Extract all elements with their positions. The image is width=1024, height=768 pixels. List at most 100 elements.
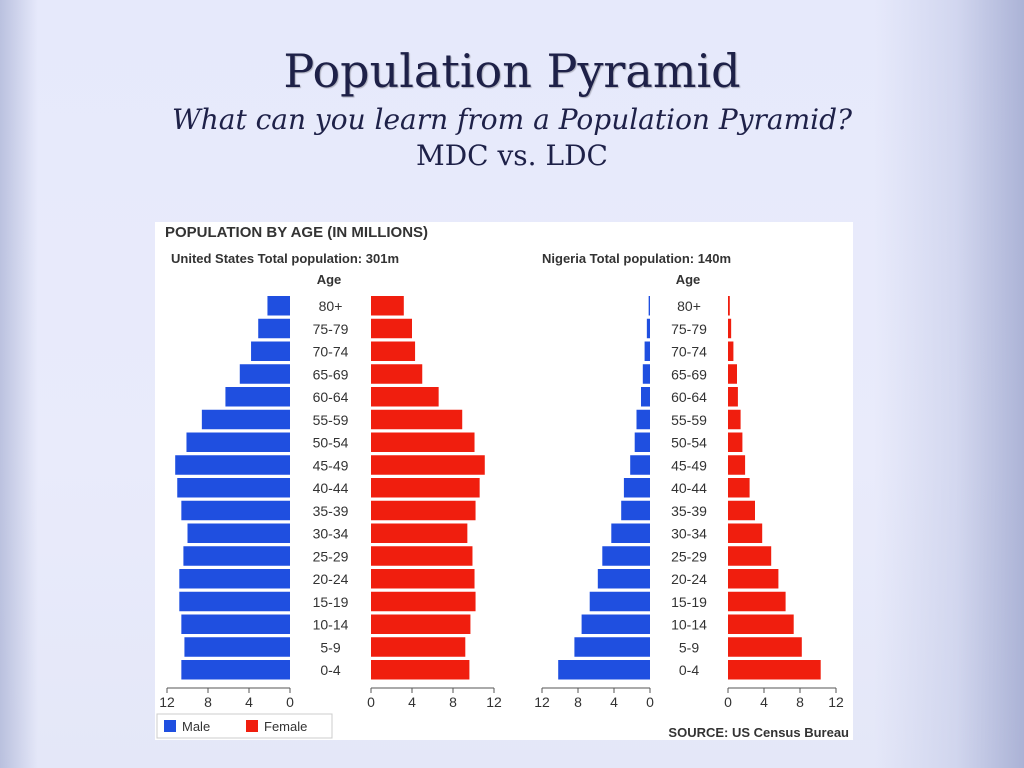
- nigeria-male-bar-35-39: [621, 500, 650, 521]
- nigeria-age-label-50-54: 50-54: [671, 435, 707, 451]
- nigeria-male-tick-label-8: 8: [574, 694, 582, 710]
- us-female-bar-35-39: [371, 500, 476, 521]
- us-male-bar-5-9: [184, 637, 290, 657]
- nigeria-female-bar-20-24: [728, 569, 779, 589]
- nigeria-age-label-65-69: 65-69: [671, 366, 707, 382]
- us-female-bar-30-34: [371, 523, 468, 543]
- nigeria-male-tick-label-12: 12: [534, 694, 550, 710]
- nigeria-female-bar-75-79: [728, 318, 732, 339]
- nigeria-female-bar-65-69: [728, 364, 737, 384]
- nigeria-male-bar-10-14: [581, 614, 650, 634]
- us-age-label-25-29: 25-29: [313, 548, 349, 564]
- us-female-bar-20-24: [371, 569, 475, 589]
- us-female-bar-40-44: [371, 478, 480, 498]
- nigeria-male-bar-40-44: [623, 478, 650, 498]
- nigeria-age-label-70-74: 70-74: [671, 344, 707, 360]
- us-age-label-0-4: 0-4: [320, 662, 340, 678]
- nigeria-male-bar-45-49: [630, 455, 650, 475]
- population-chart: POPULATION BY AGE (IN MILLIONS) United S…: [155, 222, 853, 740]
- us-age-label-45-49: 45-49: [313, 457, 349, 473]
- nigeria-female-tick-label-0: 0: [724, 694, 732, 710]
- nigeria-age-label-35-39: 35-39: [671, 503, 707, 519]
- us-female-tick-label-0: 0: [367, 694, 375, 710]
- us-female-bar-55-59: [371, 409, 463, 430]
- nigeria-age-label-10-14: 10-14: [671, 617, 707, 633]
- nigeria-male-bar-75-79: [646, 318, 650, 339]
- nigeria-female-bar-80+: [728, 296, 730, 316]
- nigeria-female-bar-10-14: [728, 614, 794, 634]
- us-female-bar-0-4: [371, 660, 470, 680]
- nigeria-male-bar-65-69: [642, 364, 650, 384]
- us-male-tick-label-12: 12: [159, 694, 175, 710]
- nigeria-male-bar-60-64: [641, 387, 650, 407]
- us-male-bar-40-44: [177, 478, 290, 498]
- nigeria-age-label-25-29: 25-29: [671, 548, 707, 564]
- us-female-bar-75-79: [371, 318, 412, 339]
- us-age-label-70-74: 70-74: [313, 344, 349, 360]
- us-age-label-55-59: 55-59: [313, 412, 349, 428]
- chart-svg: POPULATION BY AGE (IN MILLIONS) United S…: [156, 224, 849, 740]
- us-panel-heading: United States Total population: 301m: [171, 251, 399, 266]
- legend-male-label: Male: [182, 719, 210, 734]
- us-male-bar-70-74: [251, 341, 290, 361]
- nigeria-female-bar-30-34: [728, 523, 763, 543]
- nigeria-age-label-60-64: 60-64: [671, 389, 707, 405]
- us-male-bar-35-39: [181, 500, 290, 521]
- us-age-label-50-54: 50-54: [313, 435, 349, 451]
- us-male-tick-label-4: 4: [245, 694, 253, 710]
- us-male-bar-75-79: [258, 318, 290, 339]
- nigeria-female-bar-50-54: [728, 432, 743, 452]
- nigeria-female-tick-label-8: 8: [796, 694, 804, 710]
- us-male-bar-50-54: [186, 432, 290, 452]
- nigeria-female-bar-40-44: [728, 478, 750, 498]
- nigeria-male-tick-label-0: 0: [646, 694, 654, 710]
- nigeria-female-bar-55-59: [728, 409, 741, 430]
- nigeria-age-label-45-49: 45-49: [671, 457, 707, 473]
- us-male-bar-80+: [267, 296, 290, 316]
- nigeria-female-bar-0-4: [728, 660, 821, 680]
- legend-female-swatch: [246, 720, 258, 732]
- us-female-bar-80+: [371, 296, 404, 316]
- us-female-bar-70-74: [371, 341, 416, 361]
- us-age-label-20-24: 20-24: [313, 571, 349, 587]
- nigeria-female-tick-label-12: 12: [828, 694, 844, 710]
- us-male-bar-60-64: [225, 387, 290, 407]
- us-male-bar-30-34: [187, 523, 290, 543]
- nigeria-age-label-5-9: 5-9: [679, 639, 699, 655]
- us-male-tick-label-0: 0: [286, 694, 294, 710]
- us-female-bar-25-29: [371, 546, 473, 566]
- us-female-bar-5-9: [371, 637, 466, 657]
- legend-box: [156, 713, 333, 739]
- nigeria-female-tick-label-4: 4: [760, 694, 768, 710]
- nigeria-male-tick-label-4: 4: [610, 694, 618, 710]
- us-age-label-80+: 80+: [319, 298, 343, 314]
- us-male-bar-15-19: [179, 591, 290, 612]
- us-age-label-40-44: 40-44: [313, 480, 349, 496]
- nigeria-female-bar-60-64: [728, 387, 738, 407]
- nigeria-female-bar-5-9: [728, 637, 802, 657]
- slide-title: Population Pyramid: [283, 44, 741, 98]
- nigeria-male-bar-15-19: [589, 591, 650, 612]
- nigeria-age-label-20-24: 20-24: [671, 571, 707, 587]
- source-note: SOURCE: US Census Bureau: [668, 725, 849, 740]
- us-age-label-15-19: 15-19: [313, 594, 349, 610]
- us-male-bar-55-59: [201, 409, 290, 430]
- us-age-label-60-64: 60-64: [313, 389, 349, 405]
- us-age-label-5-9: 5-9: [320, 639, 340, 655]
- nigeria-age-label-30-34: 30-34: [671, 526, 707, 542]
- nigeria-male-bar-0-4: [558, 660, 650, 680]
- us-female-bar-65-69: [371, 364, 423, 384]
- us-female-bar-10-14: [371, 614, 471, 634]
- us-female-tick-label-8: 8: [449, 694, 457, 710]
- nigeria-male-bar-55-59: [636, 409, 650, 430]
- nigeria-female-bar-70-74: [728, 341, 734, 361]
- us-age-label-10-14: 10-14: [313, 617, 349, 633]
- nigeria-male-bar-80+: [648, 296, 650, 316]
- nigeria-male-bar-25-29: [602, 546, 650, 566]
- us-male-bar-45-49: [175, 455, 290, 475]
- nigeria-female-bar-45-49: [728, 455, 746, 475]
- pyramid-panels: 80+75-7970-7465-6960-6455-5950-5445-4940…: [159, 296, 844, 710]
- us-female-tick-label-4: 4: [408, 694, 416, 710]
- us-male-bar-0-4: [181, 660, 290, 680]
- legend-female-label: Female: [264, 719, 307, 734]
